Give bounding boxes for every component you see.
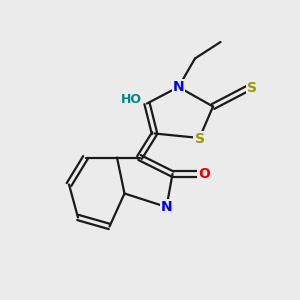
- Text: O: O: [198, 167, 210, 181]
- Text: S: S: [194, 133, 205, 146]
- Text: N: N: [173, 80, 184, 94]
- Text: S: S: [247, 82, 257, 95]
- Text: HO: HO: [121, 93, 142, 106]
- Text: N: N: [161, 200, 172, 214]
